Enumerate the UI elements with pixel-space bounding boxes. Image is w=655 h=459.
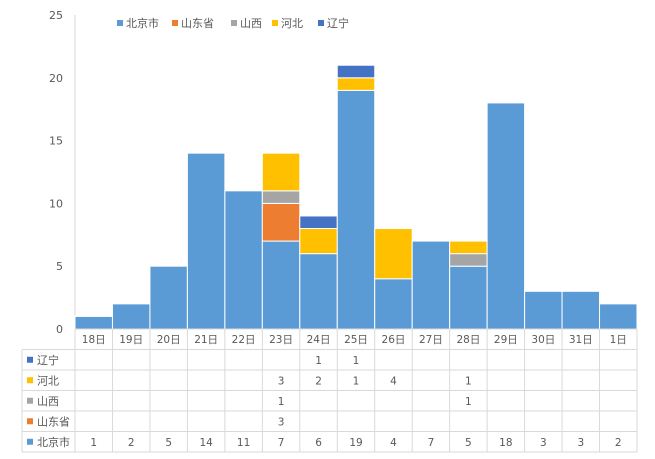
legend-swatch-0 [117, 20, 123, 26]
bar-北京市-18日 [74, 315, 113, 330]
y-tick-label-3: 15 [49, 135, 63, 148]
table-cell-辽宁-25日: 1 [353, 355, 360, 367]
bar-河北-24日 [299, 228, 338, 255]
bar-北京市-20日 [149, 265, 188, 330]
table-cell-北京市-28日: 5 [465, 437, 472, 449]
bar-北京市-25日 [336, 89, 376, 330]
x-tick-label-8: 26日 [382, 334, 406, 346]
table-cell-北京市-19日: 2 [128, 437, 135, 449]
bar-河北-28日 [449, 240, 488, 255]
table-cell-北京市-27日: 7 [428, 437, 435, 449]
table-row-swatch-山东省 [27, 418, 33, 425]
legend-label-4: 辽宁 [327, 16, 349, 30]
y-tick-label-4: 20 [49, 72, 63, 85]
bar-北京市-29日 [486, 102, 526, 330]
table-cell-北京市-23日: 7 [278, 437, 285, 449]
table-cell-山西-28日: 1 [465, 396, 472, 408]
table-cell-北京市-22日: 11 [237, 437, 250, 449]
x-tick-label-6: 24日 [307, 334, 331, 346]
table-cell-河北-25日: 1 [353, 375, 360, 387]
table-cell-北京市-21日: 14 [199, 437, 213, 449]
bar-北京市-21日 [186, 152, 226, 330]
y-tick-label-2: 10 [49, 197, 63, 210]
legend-label-0: 北京市 [126, 16, 159, 30]
y-tick-label-1: 5 [56, 260, 63, 273]
x-tick-label-5: 23日 [269, 334, 293, 346]
table-row-label-北京市: 北京市 [37, 435, 70, 449]
legend-swatch-2 [231, 20, 237, 26]
table-cell-北京市-26日: 4 [390, 437, 397, 449]
data-table: 18日 19日 20日 21日 22日 23日 24日 25日 26日 27日 28日 29日 30日 3… [21, 328, 638, 453]
y-tick-label-5: 25 [49, 9, 63, 22]
legend-label-2: 山西 [240, 17, 262, 30]
bar-北京市-23日 [261, 240, 301, 330]
bar-山东省-23日 [261, 202, 301, 242]
bar-河北-26日 [374, 228, 413, 280]
legend-label-3: 河北 [281, 17, 303, 30]
table-row-swatch-河北 [27, 377, 33, 384]
table-row-label-辽宁: 辽宁 [37, 353, 59, 367]
x-tick-label-9: 27日 [419, 334, 443, 346]
table-cell-北京市-18日: 1 [90, 437, 97, 449]
x-tick-label-11: 29日 [494, 334, 518, 346]
bar-北京市-22日 [224, 190, 263, 330]
y-axis: 0 5 10 15 20 25 [49, 9, 76, 336]
bar-山西-28日 [449, 253, 488, 267]
table-cell-河北-24日: 2 [315, 375, 322, 387]
bar-河北-23日 [261, 152, 301, 192]
table-cell-山西-23日: 1 [278, 396, 285, 408]
bar-山西-23日 [261, 190, 301, 204]
table-row-label-山西: 山西 [37, 395, 59, 408]
table-row-swatch-山西 [27, 397, 33, 404]
table-cell-辽宁-24日: 1 [315, 355, 322, 367]
legend-label-1: 山东省 [181, 17, 214, 30]
table-row-swatch-辽宁 [27, 356, 33, 363]
bar-北京市-27日 [411, 240, 451, 330]
table-cell-北京市-1日: 2 [615, 437, 622, 449]
table-cell-河北-23日: 3 [278, 375, 285, 387]
legend-swatch-3 [272, 20, 278, 26]
table-cell-河北-26日: 4 [390, 375, 397, 387]
legend: 北京市 山东省 山西 河北 辽宁 [117, 16, 349, 30]
x-tick-label-14: 1日 [610, 334, 627, 346]
bar-辽宁-25日 [336, 64, 376, 79]
table-cell-北京市-30日: 3 [540, 437, 547, 449]
x-tick-label-1: 19日 [119, 334, 143, 346]
bar-辽宁-24日 [299, 215, 338, 230]
bar-北京市-28日 [449, 265, 488, 330]
bar-北京市-31日 [561, 290, 601, 330]
bar-北京市-19日 [111, 303, 151, 330]
table-row-label-山东省: 山东省 [37, 415, 70, 428]
table-cell-北京市-24日: 6 [315, 437, 322, 449]
legend-swatch-1 [172, 20, 178, 26]
x-tick-label-2: 20日 [157, 334, 181, 346]
legend-swatch-4 [318, 20, 324, 26]
table-cell-河北-28日: 1 [465, 375, 472, 387]
bar-北京市-26日 [374, 278, 413, 330]
table-cell-北京市-29日: 18 [499, 437, 512, 449]
bar-北京市-24日 [299, 253, 338, 330]
bar-河北-25日 [336, 77, 376, 91]
table-cell-北京市-31日: 3 [577, 437, 584, 449]
bar-北京市-30日 [524, 290, 563, 330]
x-tick-label-7: 25日 [344, 334, 368, 346]
x-tick-label-10: 28日 [456, 334, 480, 346]
table-row-label-河北: 河北 [37, 374, 59, 387]
table-cell-北京市-20日: 5 [165, 437, 172, 449]
bar-北京市-1日 [599, 303, 638, 330]
x-tick-label-3: 21日 [194, 334, 218, 346]
table-row-swatch-北京市 [27, 438, 33, 445]
table-cell-北京市-25日: 19 [349, 437, 362, 449]
x-tick-label-12: 30日 [531, 334, 555, 346]
x-tick-label-4: 22日 [232, 334, 256, 346]
table-cell-山东省-23日: 3 [278, 416, 285, 428]
x-tick-label-0: 18日 [82, 334, 106, 346]
x-tick-label-13: 31日 [569, 334, 593, 346]
y-tick-label-0: 0 [56, 323, 63, 336]
bars [74, 64, 638, 330]
